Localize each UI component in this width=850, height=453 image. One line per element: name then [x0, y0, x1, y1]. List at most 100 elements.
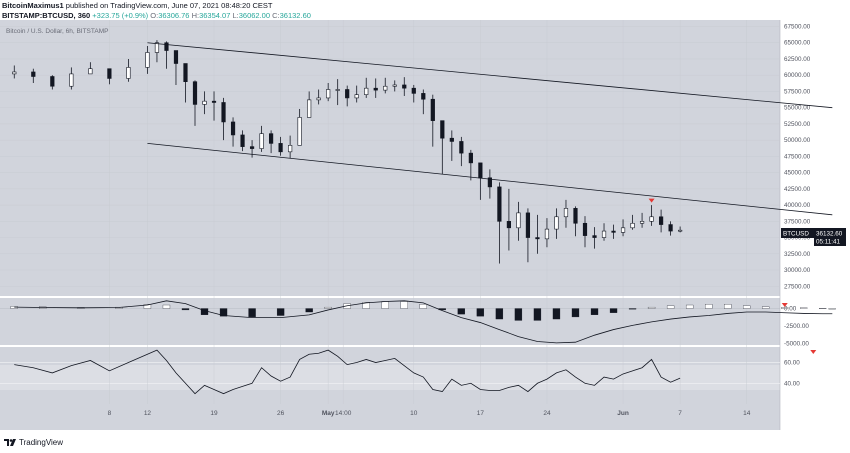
channel-lower-line [147, 142, 833, 216]
oscillator-bar [800, 307, 808, 309]
channel-upper-line [147, 42, 833, 109]
oscillator-bar [781, 307, 789, 309]
price-tick-label: 35000.00 [784, 235, 811, 242]
oscillator-bar [362, 302, 370, 309]
oscillator-tick-label: -2500.00 [784, 323, 809, 330]
candle-body [678, 229, 683, 232]
candle-body [668, 224, 673, 232]
time-tick-label: 17 [477, 410, 485, 417]
published-text: published on TradingView.com, June 07, 2… [65, 1, 273, 10]
high-label: H: [191, 11, 200, 20]
time-tick-label: 19 [210, 410, 218, 417]
candle-body [630, 222, 635, 229]
candle-body [554, 216, 559, 230]
publish-line: BitcoinMaximus1 published on TradingView… [2, 1, 272, 10]
price-tick-label: 65000.00 [784, 40, 811, 47]
candle-body [335, 89, 340, 91]
price-tick-label: 57500.00 [784, 88, 811, 95]
oscillator-bar [381, 301, 389, 309]
price-badge: BTCUSD 36132.60 05:11:41 [781, 228, 846, 246]
oscillator-bar [609, 308, 618, 313]
oscillator-bar [219, 308, 228, 317]
symbol-line: BITSTAMP:BTCUSD, 360 [2, 11, 91, 20]
candle-body [582, 222, 588, 236]
oscillator-pane[interactable] [0, 298, 780, 345]
candle-body [506, 221, 512, 229]
candle-body [221, 102, 226, 123]
time-tick-label: 8 [108, 410, 112, 417]
candle-body [459, 141, 464, 154]
oscillator-bar [162, 304, 171, 309]
oscillator-bar [514, 308, 523, 321]
candle-body [31, 71, 36, 77]
candle-body [88, 68, 93, 75]
rsi-band [0, 365, 780, 390]
descending-channel [147, 42, 833, 216]
candle-body [12, 71, 17, 75]
candle-body [364, 87, 369, 95]
price-tick-label: 47500.00 [784, 153, 811, 160]
oscillator-bar [495, 308, 504, 320]
price-badge-bg [814, 228, 846, 246]
oscillator-bar [590, 308, 599, 315]
candle-body [392, 84, 397, 87]
candle-body [535, 237, 540, 240]
oscillator-bar [457, 308, 465, 315]
candle-body [164, 42, 169, 51]
candle-body [192, 81, 198, 105]
time-axis: 8 12 19 26 May 14:00 10 17 24 Jun 7 14 [108, 410, 751, 417]
candle-body [259, 133, 264, 149]
candlestick-series [12, 40, 683, 264]
open-value: 36306.76 [158, 11, 190, 20]
oscillator-bar [647, 306, 656, 309]
candle-body [249, 146, 255, 149]
oscillator-bar [143, 304, 152, 309]
candle-body [354, 94, 359, 99]
candle-body [440, 120, 445, 139]
btc-chart[interactable]: 27500.00 30000.00 32500.00 35000.00 37500.00… [0, 20, 850, 436]
candle-body [307, 99, 312, 118]
footer-brand: TradingView [19, 438, 64, 447]
close-value: 36132.60 [279, 11, 311, 20]
oscillator-bar [476, 308, 485, 317]
candle-body [516, 212, 521, 229]
price-pane[interactable] [0, 20, 780, 296]
tradingview-logo-icon [4, 439, 16, 446]
signal-arrow-icon [781, 303, 788, 307]
price-tick-label: 45000.00 [784, 170, 811, 177]
oscillator-bar [743, 305, 751, 309]
candle-body [288, 145, 293, 153]
oscillator-bar [762, 306, 770, 309]
candle-body [316, 97, 321, 101]
oscillator-bar [571, 308, 580, 318]
price-tick-label: 27500.00 [784, 283, 811, 290]
oscillator-bar [181, 308, 190, 311]
candle-body [345, 89, 350, 99]
price-axis: 27500.00 30000.00 32500.00 35000.00 37500.00… [784, 23, 811, 387]
time-axis-bg [0, 404, 780, 430]
candle-body [126, 67, 131, 79]
candle-body [620, 227, 626, 233]
candle-body [240, 134, 245, 147]
oscillator-bar [552, 308, 561, 320]
oscillator-bar [628, 308, 637, 310]
candle-body [544, 228, 550, 240]
price-tick-label: 50000.00 [784, 137, 811, 144]
candle-body [592, 235, 597, 238]
oscillator-bar [533, 308, 542, 321]
candle-body [468, 152, 473, 164]
oscillator-bar [248, 308, 256, 318]
candle-body [373, 87, 378, 91]
candle-body [268, 133, 274, 144]
oscillator-bar [724, 304, 732, 309]
candle-body [573, 208, 578, 224]
signal-arrow-icon [810, 350, 817, 354]
candle-body [601, 230, 607, 238]
oscillator-bar [276, 308, 285, 316]
candle-body [430, 98, 435, 121]
price-tick-label: 67500.00 [784, 23, 811, 30]
oscillator-bar [705, 304, 713, 309]
time-tick-label: May [322, 410, 335, 417]
candle-body [183, 63, 188, 82]
candle-body [50, 76, 55, 87]
